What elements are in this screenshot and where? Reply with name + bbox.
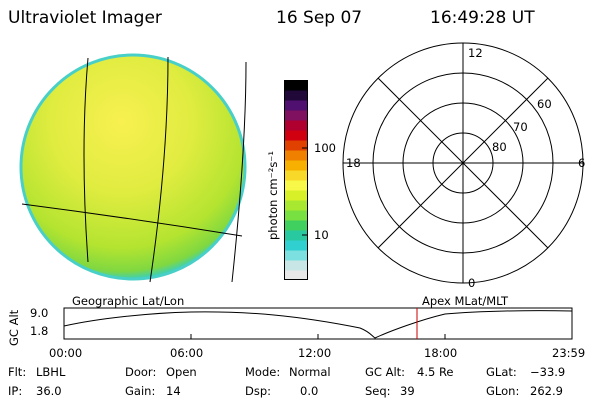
gain-label: Gain:: [125, 384, 156, 398]
colorbar-cell: [284, 180, 308, 191]
door-value: Open: [166, 365, 197, 379]
meridian-line: [231, 61, 247, 283]
polar-diagonal: [377, 77, 549, 249]
flt-label: Flt:: [8, 365, 27, 379]
seq-label: Seq:: [365, 384, 391, 398]
glon-value: 262.9: [530, 384, 563, 398]
colorbar-cell: [284, 150, 308, 161]
colorbar-cell: [284, 240, 308, 251]
seq-value: 39: [400, 384, 415, 398]
mlat-label-80: 80: [492, 140, 507, 154]
earth-limb: [19, 53, 247, 281]
glat-label: GLat:: [486, 365, 517, 379]
orbit-xtick-label: 23:59: [552, 346, 586, 360]
glat-value: −33.9: [530, 365, 566, 379]
colorbar-cell: [284, 160, 308, 171]
orbit-xtick-label: 00:00: [49, 346, 83, 360]
colorbar-tick-100: 100: [314, 141, 336, 155]
color-scale-bar: [284, 80, 308, 280]
colorbar-cell: [284, 230, 308, 241]
colorbar-cell: [284, 200, 308, 211]
orbit-ytick-high: 9.0: [30, 306, 49, 320]
mode-value: Normal: [289, 365, 331, 379]
colorbar-tick-10: 10: [314, 228, 329, 242]
door-label: Door:: [125, 365, 157, 379]
colorbar-cell: [284, 250, 308, 261]
polar-mlt-plot: [342, 42, 584, 284]
orbit-xtick-label: 18:00: [424, 346, 458, 360]
gcalt-value: 4.5 Re: [417, 365, 454, 379]
orbit-xtick-label: 12:00: [298, 346, 332, 360]
geographic-grid: [21, 56, 247, 283]
colorbar-cell: [284, 80, 308, 91]
orbit-xtick-label: 06:00: [170, 346, 204, 360]
apex-label: Apex MLat/MLT: [422, 294, 509, 308]
instrument-title: Ultraviolet Imager: [8, 8, 162, 28]
mode-label: Mode:: [245, 365, 281, 379]
meridian-line: [83, 57, 89, 263]
orbit-ytick-low: 1.8: [30, 324, 49, 338]
meridian-line: [149, 56, 169, 283]
colorbar-cell: [284, 110, 308, 121]
orbit-altitude-curve: [63, 310, 573, 339]
gcalt-label: GC Alt:: [365, 365, 406, 379]
mlt-label-6: 6: [578, 156, 586, 170]
colorbar-cell: [284, 170, 308, 181]
colorbar-unit-label: photon cm⁻²s⁻¹: [266, 151, 280, 240]
dsp-label: Dsp:: [245, 384, 272, 398]
colorbar-cell: [284, 210, 308, 221]
orbit-altitude-plot: [63, 307, 573, 340]
colorbar-cell: [284, 260, 308, 271]
colorbar-cell: [284, 100, 308, 111]
orbit-yaxis-label: GC Alt: [7, 309, 21, 346]
mlat-label-70: 70: [513, 120, 528, 134]
latitude-line: [21, 203, 243, 237]
earth-disk: [21, 55, 245, 279]
mlt-label-0: 0: [468, 276, 476, 290]
mlat-label-60: 60: [537, 97, 552, 111]
colorbar-cell: [284, 270, 308, 280]
mlt-label-12: 12: [468, 46, 483, 60]
mlt-label-18: 18: [346, 156, 361, 170]
geographic-label: Geographic Lat/Lon: [72, 294, 185, 308]
colorbar-cell: [284, 220, 308, 231]
image-time: 16:49:28 UT: [430, 8, 535, 28]
dsp-value: 0.0: [300, 384, 319, 398]
image-date: 16 Sep 07: [276, 8, 363, 28]
earth-image-panel: [19, 53, 247, 283]
colorbar-cell: [284, 120, 308, 131]
ip-label: IP:: [8, 384, 23, 398]
glon-label: GLon:: [486, 384, 520, 398]
colorbar-cell: [284, 130, 308, 141]
colorbar-cell: [284, 90, 308, 101]
gain-value: 14: [166, 384, 181, 398]
colorbar-cell: [284, 140, 308, 151]
flt-value: LBHL: [36, 365, 66, 379]
colorbar-cell: [284, 190, 308, 201]
ip-value: 36.0: [36, 384, 62, 398]
